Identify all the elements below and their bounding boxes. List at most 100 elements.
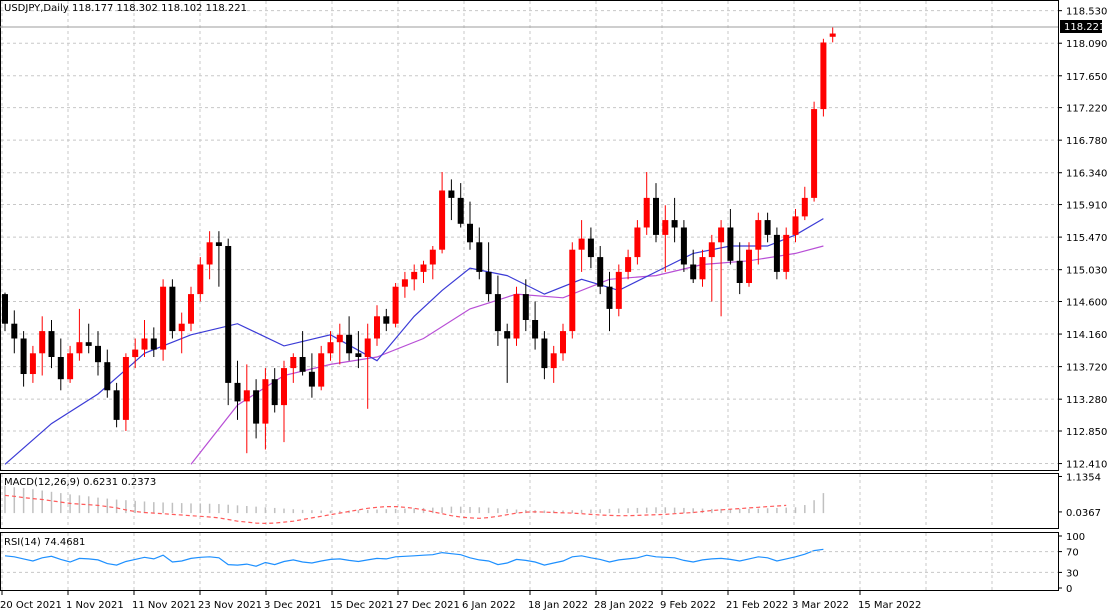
candle-body [811, 109, 818, 198]
macd-label: MACD(12,26,9) 0.6231 0.2373 [4, 477, 156, 488]
price-tick-label: 118.090 [1066, 39, 1107, 50]
price-tick-label: 113.280 [1066, 395, 1107, 406]
candle-body [560, 331, 566, 354]
price-tick-label: 112.850 [1066, 427, 1107, 438]
candle-body [532, 319, 539, 339]
date-tick-label: 3 Dec 2021 [264, 600, 322, 611]
candle-body [801, 197, 808, 217]
date-tick-label: 18 Jan 2022 [528, 600, 588, 611]
macd-signal-line [4, 494, 787, 525]
candle-body [11, 323, 18, 339]
candle-body [569, 249, 576, 332]
price-tick-label: 115.470 [1066, 233, 1107, 244]
rsi-tick-label: 0 [1066, 584, 1072, 595]
rsi-series [4, 548, 824, 567]
candle-body [467, 223, 473, 243]
candle-body [727, 227, 734, 261]
ma-fast-path [4, 218, 824, 465]
macd-tick-label: 1.1354 [1066, 472, 1101, 483]
candle-body [653, 197, 659, 235]
candle-body [20, 338, 27, 375]
candle-body [188, 294, 194, 324]
candle-body [429, 249, 436, 265]
candle-body [541, 338, 548, 369]
candle-body [262, 379, 269, 424]
candle-body [820, 42, 827, 110]
price-tick-label: 117.650 [1066, 72, 1107, 83]
date-tick-label: 9 Feb 2022 [660, 600, 716, 611]
candle-body [29, 353, 36, 375]
candle-body [104, 362, 111, 391]
candle-body [755, 220, 762, 250]
candle-body [578, 238, 585, 250]
price-axis: 118.530 118.090 117.650 117.220 116.780 116.3… [1058, 7, 1107, 471]
main-panel-frame [0, 0, 1059, 471]
candle-body [746, 249, 752, 283]
candle-body [476, 242, 483, 272]
candle-body [290, 356, 297, 369]
price-tick-label: 113.720 [1066, 363, 1107, 374]
candle-body [122, 356, 129, 420]
candle-body [299, 356, 306, 372]
price-tick-label: 114.600 [1066, 297, 1107, 308]
candle-body [550, 353, 557, 369]
candle-body [364, 338, 371, 357]
candle-body [132, 349, 139, 357]
candle-body [671, 220, 678, 228]
macd-panel-frame [0, 473, 1059, 529]
date-axis: 20 Oct 2021 1 Nov 2021 11 Nov 2021 23 Nov 2… [0, 590, 921, 611]
candle-body [439, 190, 446, 250]
candle-body [327, 342, 334, 354]
candle-body [271, 379, 278, 406]
candle-body [215, 242, 222, 246]
macd-series [4, 485, 825, 525]
candle-body [85, 342, 92, 346]
date-tick-label: 1 Nov 2021 [66, 600, 124, 611]
candle-body [243, 390, 250, 402]
candle-body [522, 294, 529, 320]
rsi-label: RSI(14) 74.4681 [4, 537, 85, 548]
date-tick-label: 15 Dec 2021 [330, 600, 394, 611]
candle-body [160, 286, 167, 350]
price-tick-label: 115.030 [1066, 266, 1107, 277]
candle-body [197, 264, 204, 295]
price-tick-label: 117.220 [1066, 104, 1107, 115]
candle-body [448, 190, 455, 198]
price-tick-label: 112.410 [1066, 460, 1107, 471]
candle-body [206, 242, 213, 265]
rsi-tick-label: 70 [1066, 548, 1079, 559]
candle-body [318, 353, 325, 387]
candle-body [411, 271, 418, 280]
candle-body [346, 334, 353, 354]
candle-body [225, 245, 232, 383]
candle-body [764, 220, 771, 235]
candle-body [76, 342, 83, 354]
candle-body [625, 257, 632, 272]
candle-body [308, 371, 315, 387]
candle-body [253, 390, 260, 424]
date-tick-label: 3 Mar 2022 [792, 600, 849, 611]
candle-body [392, 286, 399, 324]
macd-tick-label: 0.0367 [1066, 508, 1101, 519]
candle-body [615, 271, 622, 309]
candle-body [773, 234, 780, 272]
candle-body [141, 338, 148, 350]
candle-body [504, 331, 511, 339]
candle-body [67, 353, 74, 380]
candle-body [150, 338, 157, 350]
candle-body [718, 227, 725, 243]
candle-body [234, 382, 241, 402]
candle-body [383, 316, 390, 324]
candle-body [690, 264, 697, 280]
candle-body [662, 220, 669, 235]
date-tick-label: 11 Nov 2021 [132, 600, 196, 611]
candle-body [597, 257, 604, 287]
candle-body [829, 33, 836, 37]
date-tick-label: 15 Mar 2022 [858, 600, 921, 611]
candle-body [39, 331, 46, 354]
date-tick-label: 21 Feb 2022 [726, 600, 788, 611]
candle-body [336, 334, 343, 343]
price-tick-label: 114.160 [1066, 330, 1107, 341]
price-tick-label: 115.910 [1066, 201, 1107, 212]
